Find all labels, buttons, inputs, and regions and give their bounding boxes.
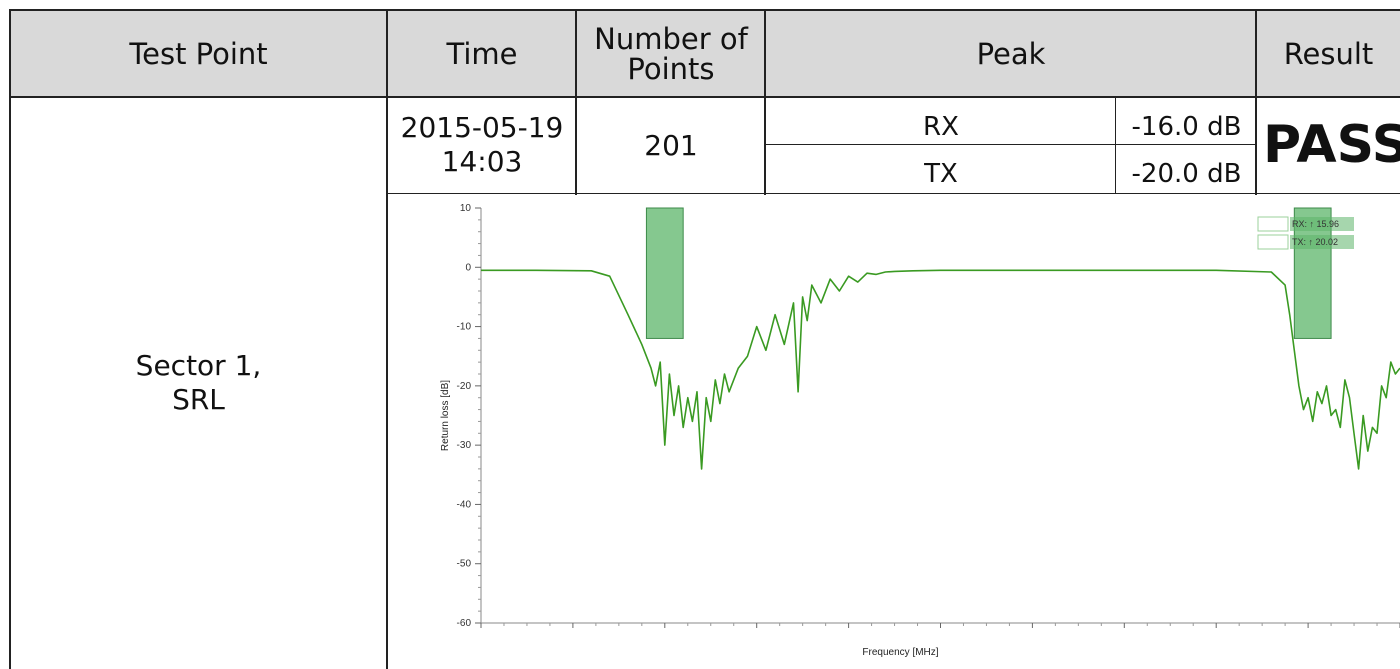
legend-label-bg — [1290, 235, 1354, 249]
peak-rx-value: -16.0 dB — [1131, 112, 1242, 142]
y-tick-label: -50 — [457, 559, 472, 570]
y-tick-label: 0 — [465, 262, 471, 273]
peak-row-divider — [766, 144, 1256, 145]
legend-label: TX: ↑ 20.02 — [1292, 237, 1338, 247]
chart-row-divider — [386, 193, 1400, 194]
col-divider-2 — [575, 9, 577, 195]
header-number-of-points: Number of Points — [577, 10, 765, 97]
legend-swatch — [1257, 216, 1289, 232]
y-tick-label: -10 — [457, 322, 472, 333]
table-border-top — [9, 9, 1400, 11]
result-pass: PASS — [1263, 115, 1400, 175]
legend-label: RX: ↑ 15.96 — [1292, 219, 1339, 229]
y-tick-label: -30 — [457, 440, 472, 451]
x-axis-title: Frequency [MHz] — [862, 647, 938, 658]
y-tick-label: 10 — [460, 203, 472, 214]
return-loss-trace — [481, 269, 1400, 470]
y-tick-label: -20 — [457, 381, 472, 392]
peak-rx-label: RX — [923, 112, 959, 142]
band-marker — [645, 207, 684, 339]
col-divider-1 — [386, 9, 388, 669]
header-test-point: Test Point — [10, 10, 387, 97]
peak-value-divider — [1115, 97, 1116, 194]
test-point-cell: Sector 1, SRL — [135, 349, 262, 416]
table-border-left — [9, 9, 11, 669]
legend-swatch — [1257, 234, 1289, 250]
header-divider — [9, 96, 1400, 98]
y-tick-label: -40 — [457, 499, 472, 510]
legend-label-bg — [1290, 217, 1354, 231]
col-divider-4 — [1255, 9, 1257, 195]
header-peak: Peak — [766, 10, 1256, 97]
peak-tx-value: -20.0 dB — [1131, 159, 1242, 189]
peak-tx-label: TX — [924, 159, 958, 189]
y-tick-label: -60 — [457, 618, 472, 629]
header-time: Time — [388, 10, 576, 97]
col-divider-3 — [764, 9, 766, 195]
number-of-points-cell: 201 — [644, 128, 698, 162]
header-result: Result — [1257, 10, 1400, 97]
return-loss-chart: 10 0 -10 -20 -30 -40 -50 -60 Frequency [MHz] Retu… — [440, 203, 1400, 658]
y-axis-title: Return loss [dB] — [440, 380, 451, 451]
time-cell: 2015-05-19 14:03 — [400, 111, 564, 178]
